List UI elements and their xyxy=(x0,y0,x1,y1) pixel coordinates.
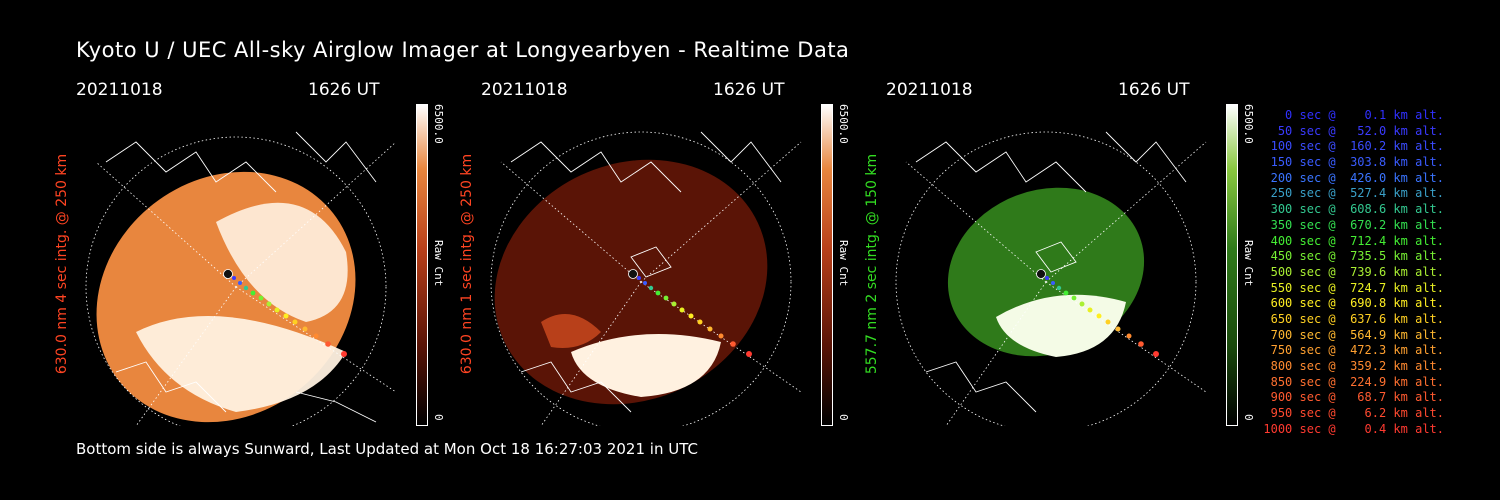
panel-date: 20211018 xyxy=(886,80,973,100)
colorbar-unit: Raw Cnt xyxy=(837,240,850,287)
legend-row: 1000 sec @ 0.4 km alt. xyxy=(1263,421,1444,436)
colorbar-max: 6500.0 xyxy=(837,104,850,144)
colorbar-min: 0 xyxy=(1242,414,1255,421)
legend-row: 450 sec @ 735.5 km alt. xyxy=(1263,249,1444,264)
panel-date: 20211018 xyxy=(481,80,568,100)
trajectory-dots-1 xyxy=(232,276,347,357)
colorbar-unit: Raw Cnt xyxy=(432,240,445,287)
legend-row: 50 sec @ 52.0 km alt. xyxy=(1263,123,1444,138)
legend-row: 850 sec @ 224.9 km alt. xyxy=(1263,374,1444,389)
colorbar-min: 0 xyxy=(432,414,445,421)
allsky-image-3 xyxy=(886,102,1210,426)
legend-row: 400 sec @ 712.4 km alt. xyxy=(1263,233,1444,248)
allsky-image-1 xyxy=(76,102,400,426)
imager-panel-3: 20211018 1626 UT 557.7 nm 2 sec intg. @ … xyxy=(864,80,1276,430)
legend-row: 500 sec @ 739.6 km alt. xyxy=(1263,264,1444,279)
legend-row: 650 sec @ 637.6 km alt. xyxy=(1263,311,1444,326)
colorbar xyxy=(416,104,428,426)
panel-label: 557.7 nm 2 sec intg. @ 150 km xyxy=(864,153,880,375)
legend-row: 750 sec @ 472.3 km alt. xyxy=(1263,343,1444,358)
colorbar-max: 6500.0 xyxy=(1242,104,1255,144)
trajectory-legend: 0 sec @ 0.1 km alt. 50 sec @ 52.0 km alt… xyxy=(1258,108,1444,437)
legend-row: 0 sec @ 0.1 km alt. xyxy=(1263,108,1444,122)
allsky-image-2 xyxy=(481,102,805,426)
panel-label: 630.0 nm 1 sec intg. @ 250 km xyxy=(459,153,475,375)
panel-time: 1626 UT xyxy=(308,80,380,100)
legend-row: 200 sec @ 426.0 km alt. xyxy=(1263,170,1444,185)
trajectory-dots-3 xyxy=(1045,276,1159,357)
panel-date: 20211018 xyxy=(76,80,163,100)
footer-note: Bottom side is always Sunward, Last Upda… xyxy=(76,440,698,458)
legend-row: 350 sec @ 670.2 km alt. xyxy=(1263,217,1444,232)
colorbar-min: 0 xyxy=(837,414,850,421)
legend-row: 900 sec @ 68.7 km alt. xyxy=(1263,390,1444,405)
legend-row: 550 sec @ 724.7 km alt. xyxy=(1263,280,1444,295)
legend-row: 250 sec @ 527.4 km alt. xyxy=(1263,186,1444,201)
legend-row: 600 sec @ 690.8 km alt. xyxy=(1263,296,1444,311)
legend-row: 700 sec @ 564.9 km alt. xyxy=(1263,327,1444,342)
panel-time: 1626 UT xyxy=(713,80,785,100)
legend-row: 950 sec @ 6.2 km alt. xyxy=(1263,406,1444,421)
trajectory-dots-2 xyxy=(637,276,752,357)
panel-time: 1626 UT xyxy=(1118,80,1190,100)
panel-label: 630.0 nm 4 sec intg. @ 250 km xyxy=(54,153,70,375)
colorbar-unit: Raw Cnt xyxy=(1242,240,1255,287)
page-title: Kyoto U / UEC All-sky Airglow Imager at … xyxy=(76,38,850,62)
legend-row: 800 sec @ 359.2 km alt. xyxy=(1263,359,1444,373)
legend-row: 100 sec @ 160.2 km alt. xyxy=(1263,139,1444,154)
legend-row: 300 sec @ 608.6 km alt. xyxy=(1263,202,1444,217)
legend-row: 150 sec @ 303.8 km alt. xyxy=(1263,155,1444,170)
imager-panel-2: 20211018 1626 UT 630.0 nm 1 sec intg. @ … xyxy=(459,80,871,430)
colorbar xyxy=(1226,104,1238,426)
imager-panel-1: 20211018 1626 UT 630.0 nm 4 sec intg. @ … xyxy=(54,80,466,430)
colorbar-max: 6500.0 xyxy=(432,104,445,144)
colorbar xyxy=(821,104,833,426)
